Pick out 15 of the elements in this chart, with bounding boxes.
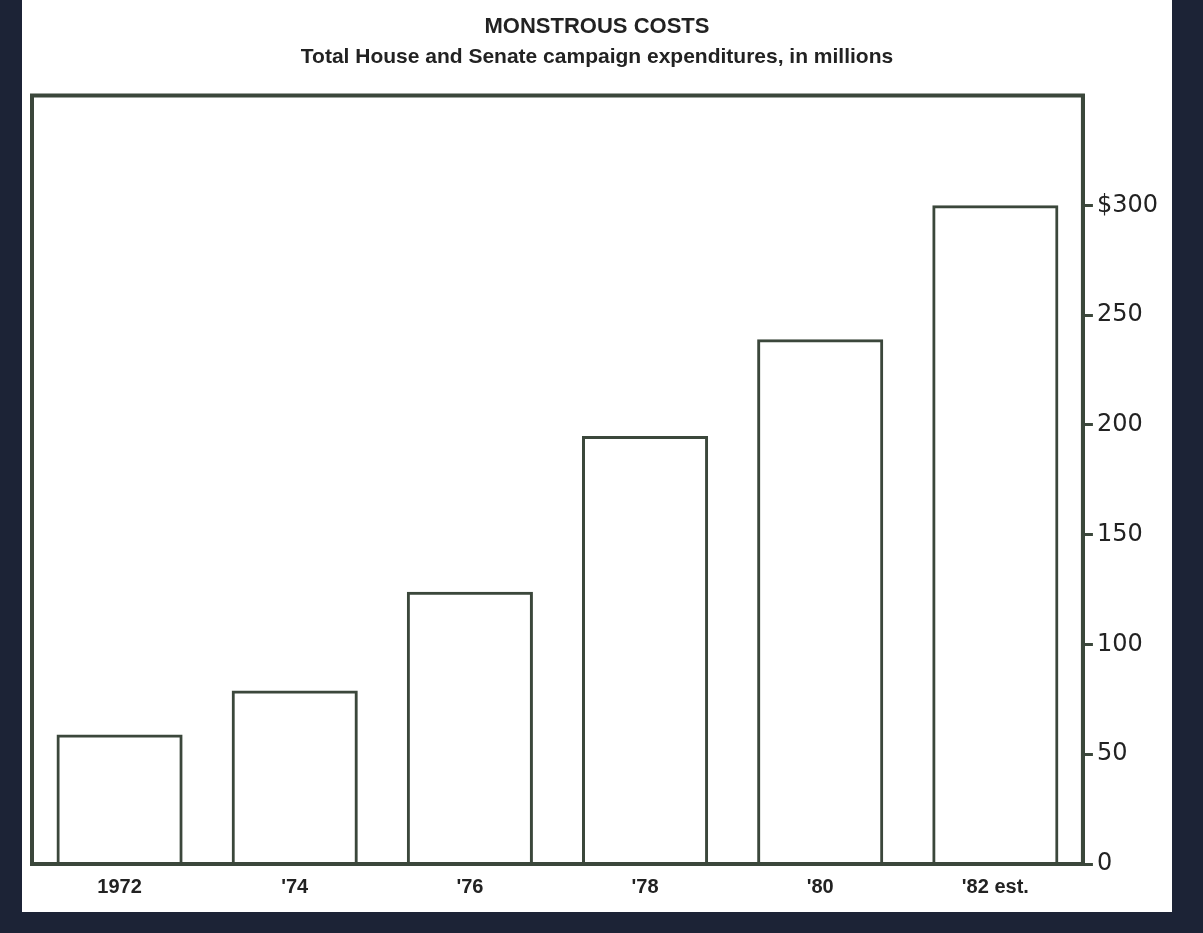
y-tick-label: 100 <box>1096 628 1143 657</box>
y-tick-label: 250 <box>1096 299 1143 328</box>
x-tick-label: 1972 <box>97 874 142 897</box>
y-tick-label: 150 <box>1096 518 1143 547</box>
x-tick-label: '82 est. <box>961 874 1029 897</box>
x-tick-label: '78 <box>631 874 659 897</box>
y-tick-label: 200 <box>1096 409 1143 438</box>
x-tick-label: '76 <box>456 874 484 897</box>
chart-title: MONSTROUS COSTS <box>484 13 710 39</box>
y-tick-label: $300 <box>1096 189 1158 218</box>
y-tick-label: 50 <box>1096 738 1128 767</box>
x-tick-label: '74 <box>281 874 310 897</box>
chart-subtitle: Total House and Senate campaign expenditures, in millions <box>300 43 894 67</box>
x-tick-label: '80 <box>806 874 834 897</box>
y-tick-label: 0 <box>1096 848 1113 877</box>
